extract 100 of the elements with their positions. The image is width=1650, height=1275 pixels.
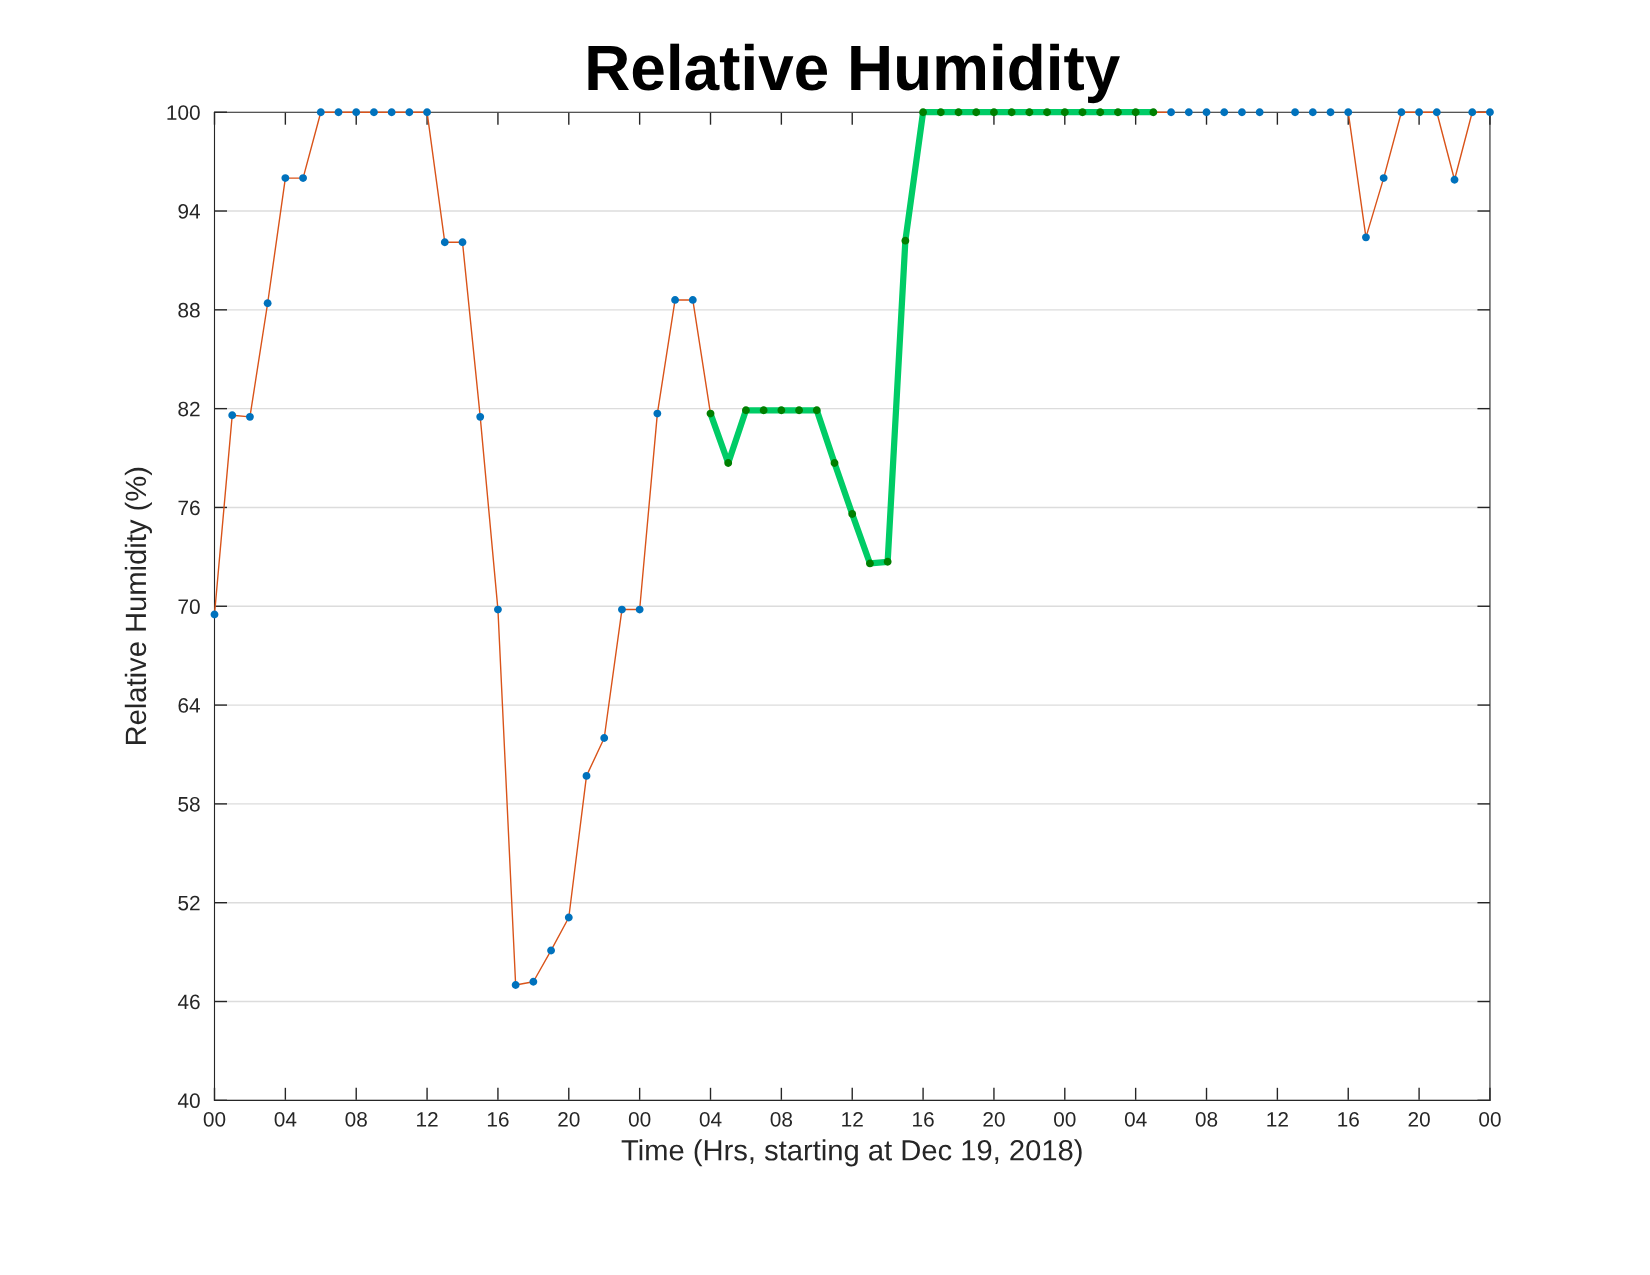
- point: [742, 406, 750, 415]
- point: [1114, 108, 1122, 117]
- point: [706, 409, 715, 418]
- x-tick-label: 16: [487, 1111, 509, 1127]
- point: [724, 459, 733, 467]
- x-tick-label: 08: [345, 1111, 367, 1127]
- point: [812, 406, 821, 415]
- x-tick-label: 20: [558, 1111, 580, 1127]
- point: [281, 174, 290, 182]
- point: [246, 412, 254, 421]
- x-tick-label: 00: [1054, 1111, 1076, 1127]
- point: [759, 406, 768, 415]
- y-tick-label: 46: [177, 994, 200, 1010]
- point: [1486, 108, 1494, 117]
- x-tick-label: 08: [770, 1111, 793, 1127]
- x-tick-label: 00: [203, 1111, 226, 1127]
- point: [564, 913, 573, 922]
- y-axis-title: Relative Humidity (%): [124, 467, 152, 745]
- point: [529, 977, 538, 986]
- point: [1415, 108, 1424, 117]
- point: [635, 605, 644, 614]
- chart-title: Relative Humidity: [588, 43, 1120, 104]
- x-tick-label: 08: [1195, 1111, 1218, 1127]
- point: [671, 296, 680, 304]
- point: [1184, 108, 1193, 117]
- point: [1344, 108, 1353, 117]
- point: [511, 981, 520, 989]
- x-axis-title: Time (Hrs, starting at Dec 19, 2018): [621, 1139, 1082, 1167]
- point: [1167, 108, 1176, 117]
- y-tick-label: 40: [177, 1093, 200, 1109]
- x-tick-label: 00: [628, 1111, 651, 1127]
- point: [1149, 108, 1158, 117]
- point: [830, 459, 839, 467]
- point: [1043, 108, 1052, 117]
- point: [936, 108, 945, 117]
- point: [494, 605, 502, 614]
- y-tick-label: 52: [178, 895, 200, 911]
- point: [866, 559, 874, 568]
- y-tick-label: 88: [178, 302, 200, 318]
- point: [423, 108, 431, 117]
- point: [600, 734, 609, 742]
- point: [688, 296, 697, 304]
- point: [316, 108, 325, 117]
- point: [954, 108, 963, 117]
- y-tick-label: 94: [178, 204, 200, 219]
- point: [1131, 108, 1140, 117]
- point: [352, 108, 361, 117]
- point: [653, 409, 662, 418]
- point: [334, 108, 343, 117]
- point: [370, 108, 378, 117]
- point: [1238, 108, 1246, 117]
- x-tick-label: 12: [842, 1111, 863, 1127]
- point: [1450, 175, 1459, 184]
- x-tick-label: 00: [1479, 1111, 1501, 1127]
- point: [1202, 108, 1211, 117]
- point: [582, 771, 591, 780]
- point: [618, 605, 626, 614]
- point: [263, 299, 272, 308]
- point: [1255, 108, 1264, 117]
- point: [387, 108, 396, 117]
- point: [1308, 108, 1317, 117]
- point: [1220, 108, 1229, 117]
- point: [795, 406, 804, 415]
- x-tick-label: 16: [913, 1111, 934, 1127]
- point: [405, 108, 414, 117]
- point: [1397, 108, 1406, 117]
- point: [1096, 108, 1105, 117]
- y-tick-label: 82: [178, 401, 200, 417]
- x-tick-label: 04: [274, 1111, 297, 1127]
- x-tick-label: 20: [1408, 1111, 1430, 1127]
- point: [901, 236, 910, 245]
- point: [1007, 108, 1016, 117]
- x-tick-label: 04: [699, 1111, 722, 1127]
- point: [883, 557, 892, 566]
- point: [1379, 174, 1388, 182]
- x-tick-label: 04: [1124, 1111, 1147, 1127]
- point: [547, 946, 556, 955]
- point: [1432, 108, 1441, 117]
- point: [1362, 233, 1370, 242]
- x-tick-label: 16: [1338, 1111, 1359, 1127]
- point: [848, 510, 857, 518]
- point: [476, 412, 485, 421]
- point: [1326, 108, 1335, 117]
- x-tick-label: 12: [1267, 1111, 1288, 1127]
- point: [458, 238, 467, 247]
- point: [972, 108, 981, 117]
- y-tick-label: 76: [178, 500, 200, 516]
- point: [1291, 108, 1300, 117]
- x-tick-label: 20: [983, 1111, 1005, 1127]
- point: [299, 174, 307, 182]
- y-tick-label: 58: [178, 796, 200, 812]
- point: [1025, 108, 1034, 117]
- point: [919, 108, 928, 117]
- y-tick-label: 70: [178, 599, 200, 615]
- point: [1468, 108, 1477, 117]
- point: [990, 108, 998, 117]
- point: [1078, 108, 1087, 117]
- point: [440, 238, 449, 247]
- y-tick-label: 64: [178, 698, 200, 713]
- x-tick-label: 12: [417, 1111, 438, 1127]
